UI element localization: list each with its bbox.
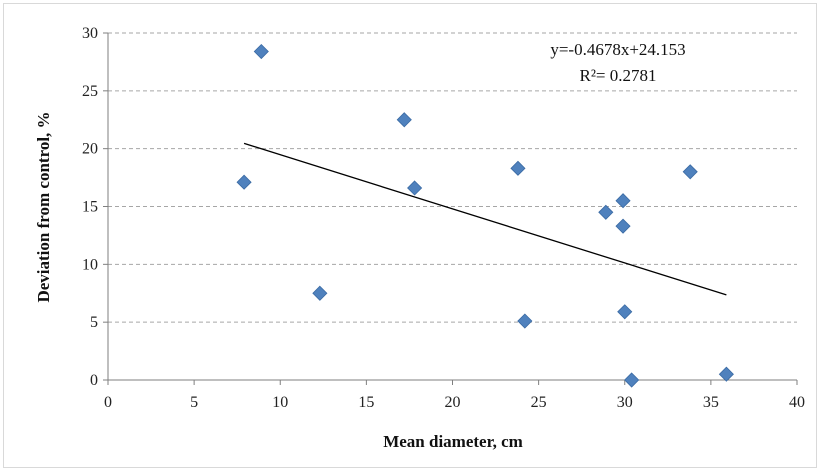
- x-tick-label: 20: [445, 394, 461, 411]
- data-point: [617, 304, 633, 320]
- data-point: [253, 43, 269, 60]
- data-point: [517, 313, 533, 329]
- chart-frame: [3, 3, 817, 468]
- y-tick-label: 0: [90, 372, 98, 389]
- data-point: [312, 285, 328, 301]
- data-point: [510, 160, 526, 176]
- x-tick-label: 35: [703, 394, 719, 411]
- gridlines: [108, 32, 797, 323]
- data-point: [682, 164, 698, 180]
- y-tick-label: 15: [82, 199, 98, 216]
- axes: [103, 32, 798, 385]
- y-tick-label: 20: [82, 141, 98, 158]
- x-tick-label: 30: [617, 394, 633, 411]
- data-point: [396, 112, 412, 128]
- tick-labels: 0 5 10 15 20 25 30 0 5 10 15 20 25 30 35 40: [82, 25, 805, 411]
- x-tick-label: 10: [272, 394, 288, 411]
- data-point: [615, 193, 631, 209]
- y-tick-label: 25: [82, 83, 98, 100]
- x-tick-label: 5: [190, 394, 198, 411]
- y-tick-label: 5: [90, 314, 98, 331]
- y-tick-label: 30: [82, 25, 98, 42]
- data-point: [236, 174, 252, 190]
- x-tick-label: 40: [789, 394, 805, 411]
- x-tick-label: 25: [531, 394, 547, 411]
- data-point: [718, 366, 734, 382]
- trendline: [243, 142, 727, 296]
- trendline-equation: y=-0.4678x+24.153: [550, 40, 685, 59]
- data-point: [624, 372, 640, 388]
- data-point: [615, 218, 631, 234]
- y-axis-title: Deviation from control, %: [34, 111, 53, 302]
- y-tick-label: 10: [82, 256, 98, 273]
- x-axis-title: Mean diameter, cm: [383, 432, 523, 451]
- r-squared-label: R²= 0.2781: [579, 66, 656, 85]
- data-point: [598, 204, 614, 220]
- trendline-group: [243, 142, 727, 296]
- data-point: [407, 180, 423, 196]
- x-tick-label: 15: [358, 394, 374, 411]
- data-points: [236, 43, 734, 388]
- x-tick-label: 0: [104, 394, 112, 411]
